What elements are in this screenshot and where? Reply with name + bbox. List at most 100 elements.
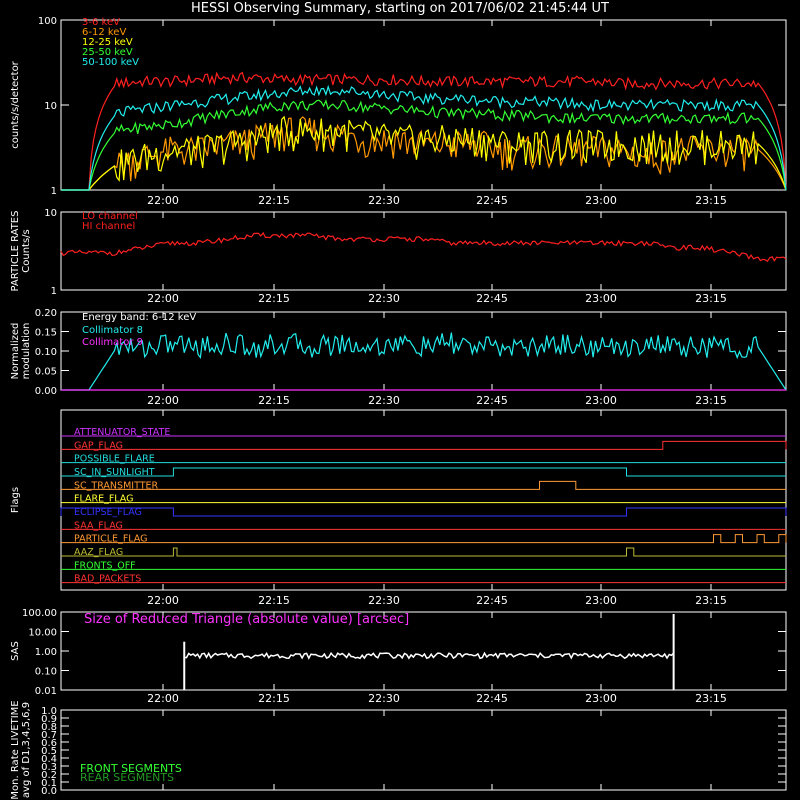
- particle-ytick-label: 1: [51, 286, 57, 297]
- modulation-ytick-label: 0.20: [35, 308, 57, 319]
- counts-series-6-12-kev: [61, 116, 787, 191]
- flag-line-sc-in-sunlight: [61, 467, 786, 477]
- particle-ylabel: PARTICLE RATES: [10, 211, 21, 292]
- flags-time-label: 22:45: [476, 594, 508, 607]
- legend-entry: Collimator 8: [82, 325, 143, 336]
- sas-time-label: 22:15: [258, 692, 290, 705]
- counts-time-label: 22:30: [368, 194, 400, 207]
- legend-entry: FRONT SEGMENTS: [80, 762, 182, 775]
- legend-entry: REAR SEGMENTS: [80, 771, 174, 784]
- counts-ylabel: counts/s/detector: [10, 60, 21, 148]
- livetime-ytick-label: 0.8: [41, 722, 57, 733]
- sas-ytick-label: 1.00: [35, 647, 57, 658]
- flag-label: GAP_FLAG: [74, 440, 123, 451]
- livetime-ylabel: Mon. Rate LIVETIME: [10, 700, 21, 799]
- sas-time-label: 23:15: [695, 692, 727, 705]
- particle-time-label: 23:15: [695, 292, 727, 305]
- modulation-ytick-label: 0.15: [35, 328, 57, 339]
- particle-frame: [60, 211, 787, 291]
- livetime-ytick-label: 0.7: [41, 730, 57, 741]
- sas-series-line: [184, 651, 675, 660]
- flag-label: PARTICLE_FLAG: [74, 534, 147, 545]
- legend-entry: LO channel: [82, 211, 138, 222]
- legend-entry: Collimator 9: [82, 337, 143, 348]
- modulation-ytick-label: 0.10: [35, 347, 57, 358]
- modulation-time-label: 22:45: [476, 394, 508, 407]
- particle-time-label: 22:15: [258, 292, 290, 305]
- flag-label: SC_IN_SUNLIGHT: [74, 467, 155, 478]
- modulation-annotation: Energy band: 6-12 keV: [82, 312, 196, 323]
- particle-time-label: 23:00: [585, 292, 617, 305]
- livetime-ytick-label: 1.0: [41, 706, 57, 717]
- modulation-ytick-label: 0.05: [35, 367, 57, 378]
- counts-time-label: 23:15: [695, 194, 727, 207]
- flag-label: FRONTS_OFF: [74, 560, 136, 571]
- flags-time-label: 23:15: [695, 594, 727, 607]
- livetime-ytick-label: 0.2: [41, 770, 57, 781]
- modulation-time-label: 22:30: [368, 394, 400, 407]
- modulation-ylabel: Normalized: [10, 323, 21, 380]
- counts-ytick-label: 1: [51, 186, 57, 197]
- modulation-frame: [60, 311, 787, 391]
- flag-label: POSSIBLE_FLARE: [74, 454, 155, 465]
- flag-label: SC_TRANSMITTER: [74, 480, 159, 491]
- flag-label: ECLIPSE_FLAG: [74, 507, 142, 518]
- legend-entry: 12-25 keV: [82, 37, 133, 48]
- counts-time-label: 22:00: [147, 194, 179, 207]
- modulation-time-label: 22:15: [258, 394, 290, 407]
- flag-line-saa-flag-2: [61, 440, 787, 450]
- sas-ytick-label: 0.01: [35, 686, 57, 697]
- sas-ylabel: SAS: [10, 641, 21, 661]
- flag-line-particle-flag: [61, 534, 787, 544]
- flag-label: AAZ_FLAG: [74, 547, 123, 558]
- particle-series-lo-channel: [60, 231, 787, 263]
- livetime-ytick-label: 0.5: [41, 746, 57, 757]
- livetime-ytick-label: 0.3: [41, 762, 57, 773]
- modulation-time-label: 23:15: [695, 394, 727, 407]
- flag-label: FLARE_FLAG: [74, 494, 134, 505]
- counts-time-label: 22:15: [258, 194, 290, 207]
- livetime-ytick-label: 0.6: [41, 738, 57, 749]
- sas-time-label: 22:00: [147, 692, 179, 705]
- flags-ylabel: Flags: [10, 487, 21, 513]
- modulation-series-collimator-8: [61, 332, 787, 391]
- flag-line-aaz-flag: [61, 547, 786, 557]
- livetime-ytick-label: 0.0: [41, 786, 57, 797]
- counts-series-3-6-kev: [61, 71, 787, 191]
- modulation-time-label: 23:00: [585, 394, 617, 407]
- counts-ytick-label: 10: [44, 101, 57, 112]
- particle-time-label: 22:30: [368, 292, 400, 305]
- particle-ylabel: Counts/s: [21, 229, 32, 273]
- counts-time-label: 23:00: [585, 194, 617, 207]
- figure-title: HESSI Observing Summary, starting on 201…: [191, 1, 609, 16]
- livetime-ytick-label: 0.4: [41, 754, 57, 765]
- modulation-ylabel: modulation: [21, 323, 32, 380]
- sas-ytick-label: 0.10: [35, 667, 57, 678]
- livetime-ytick-label: 0.9: [41, 714, 57, 725]
- legend-entry: 3-6 keV: [82, 17, 120, 28]
- sas-time-label: 22:45: [476, 692, 508, 705]
- counts-time-label: 22:45: [476, 194, 508, 207]
- counts-series-50-100-kev: [61, 84, 787, 191]
- counts-series-25-50-kev: [61, 99, 787, 191]
- sas-time-label: 23:00: [585, 692, 617, 705]
- flags-time-label: 22:00: [147, 594, 179, 607]
- livetime-ylabel: avg of D1,3,4,5,6,9: [21, 702, 32, 798]
- flag-label: ATTENUATOR_STATE: [74, 427, 170, 438]
- sas-ytick-label: 100.00: [22, 608, 57, 619]
- sas-time-label: 22:30: [368, 692, 400, 705]
- flag-label: SAA_FLAG: [74, 520, 123, 531]
- flags-time-label: 23:00: [585, 594, 617, 607]
- modulation-ytick-label: 0.00: [35, 386, 57, 397]
- sas-ytick-label: 10.00: [28, 628, 57, 639]
- sas-annotation: Size of Reduced Triangle (absolute value…: [84, 612, 409, 627]
- flag-label: BAD_PACKETS: [74, 574, 141, 585]
- flag-line-eclipse-flag: [60, 507, 787, 517]
- flags-time-label: 22:30: [368, 594, 400, 607]
- flags-time-label: 22:15: [258, 594, 290, 607]
- counts-series-12-25-kev: [61, 115, 787, 191]
- particle-ytick-label: 10: [44, 208, 57, 219]
- legend-entry: 50-100 keV: [82, 57, 139, 68]
